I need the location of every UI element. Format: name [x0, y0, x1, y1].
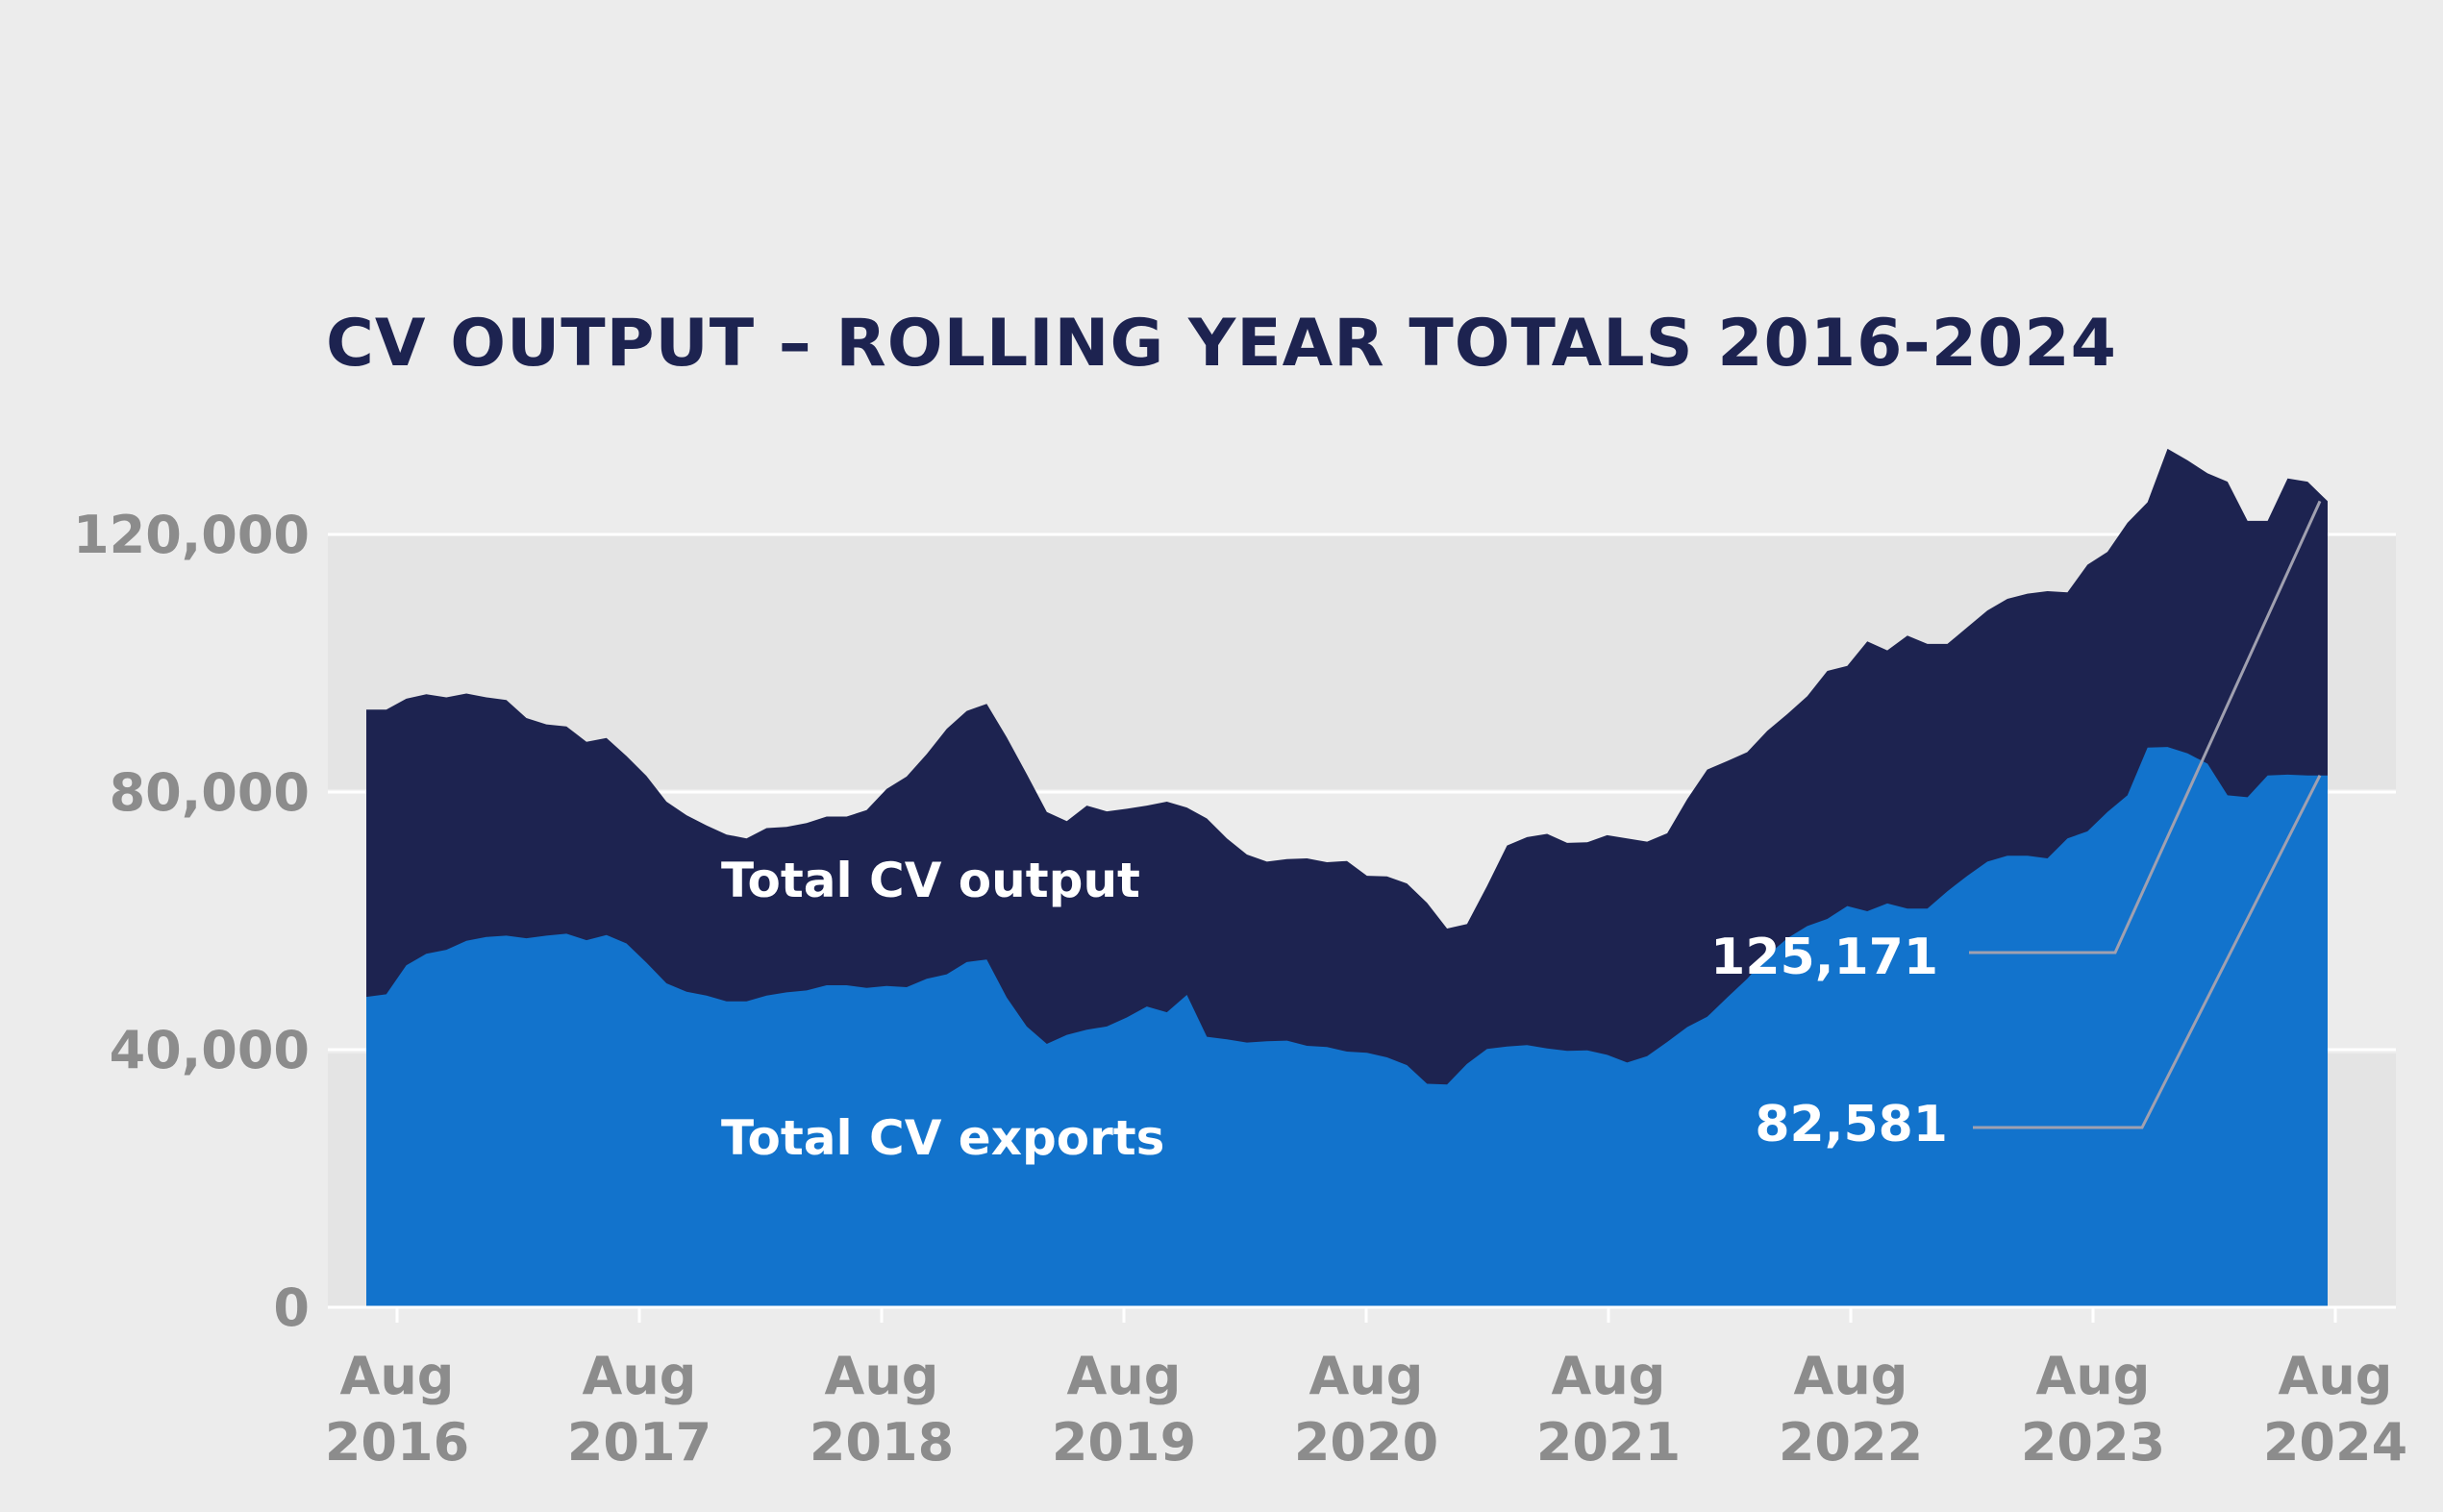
y-tick-label: 40,000	[110, 1020, 310, 1080]
y-tick-label: 120,000	[73, 505, 310, 565]
chart-title: CV OUTPUT – ROLLING YEAR TOTALS 2016-202…	[326, 306, 2117, 382]
callout-leader-total-cv-output	[1969, 500, 2322, 954]
x-tick-label-month: Aug	[2036, 1346, 2151, 1406]
x-tick-label-year: 2020	[1294, 1412, 1438, 1473]
series-label-total-cv-exports: Total CV exports	[721, 1110, 1164, 1166]
x-tick-label-year: 2023	[2021, 1412, 2165, 1473]
callout-leader-total-cv-exports	[1973, 775, 2322, 1129]
series-label-total-cv-output: Total CV output	[721, 853, 1140, 908]
x-tick-label-month: Aug	[1309, 1346, 1424, 1406]
x-tick-label-year: 2018	[810, 1412, 954, 1473]
x-tick-label-month: Aug	[340, 1346, 455, 1406]
x-tick-label-year: 2017	[567, 1412, 711, 1473]
x-tick-label-month: Aug	[583, 1346, 697, 1406]
x-tick-label-year: 2021	[1536, 1412, 1681, 1473]
x-tick-label-month: Aug	[2279, 1346, 2393, 1406]
x-tick-label-year: 2022	[1779, 1412, 1923, 1473]
x-tick-label-month: Aug	[1552, 1346, 1666, 1406]
x-tick-label-month: Aug	[1794, 1346, 1908, 1406]
x-tick-label-year: 2019	[1052, 1412, 1196, 1473]
y-tick-label: 80,000	[110, 762, 310, 823]
x-tick-label-year: 2016	[325, 1412, 469, 1473]
y-tick-label: 0	[273, 1277, 310, 1338]
series-area-total-cv-exports	[366, 747, 2328, 1307]
x-tick-label-month: Aug	[825, 1346, 939, 1406]
callout-value-total-cv-exports: 82,581	[1755, 1096, 1948, 1153]
callout-value-total-cv-output: 125,171	[1710, 929, 1938, 986]
x-tick-label-month: Aug	[1067, 1346, 1182, 1406]
x-tick-label-year: 2024	[2263, 1412, 2407, 1473]
